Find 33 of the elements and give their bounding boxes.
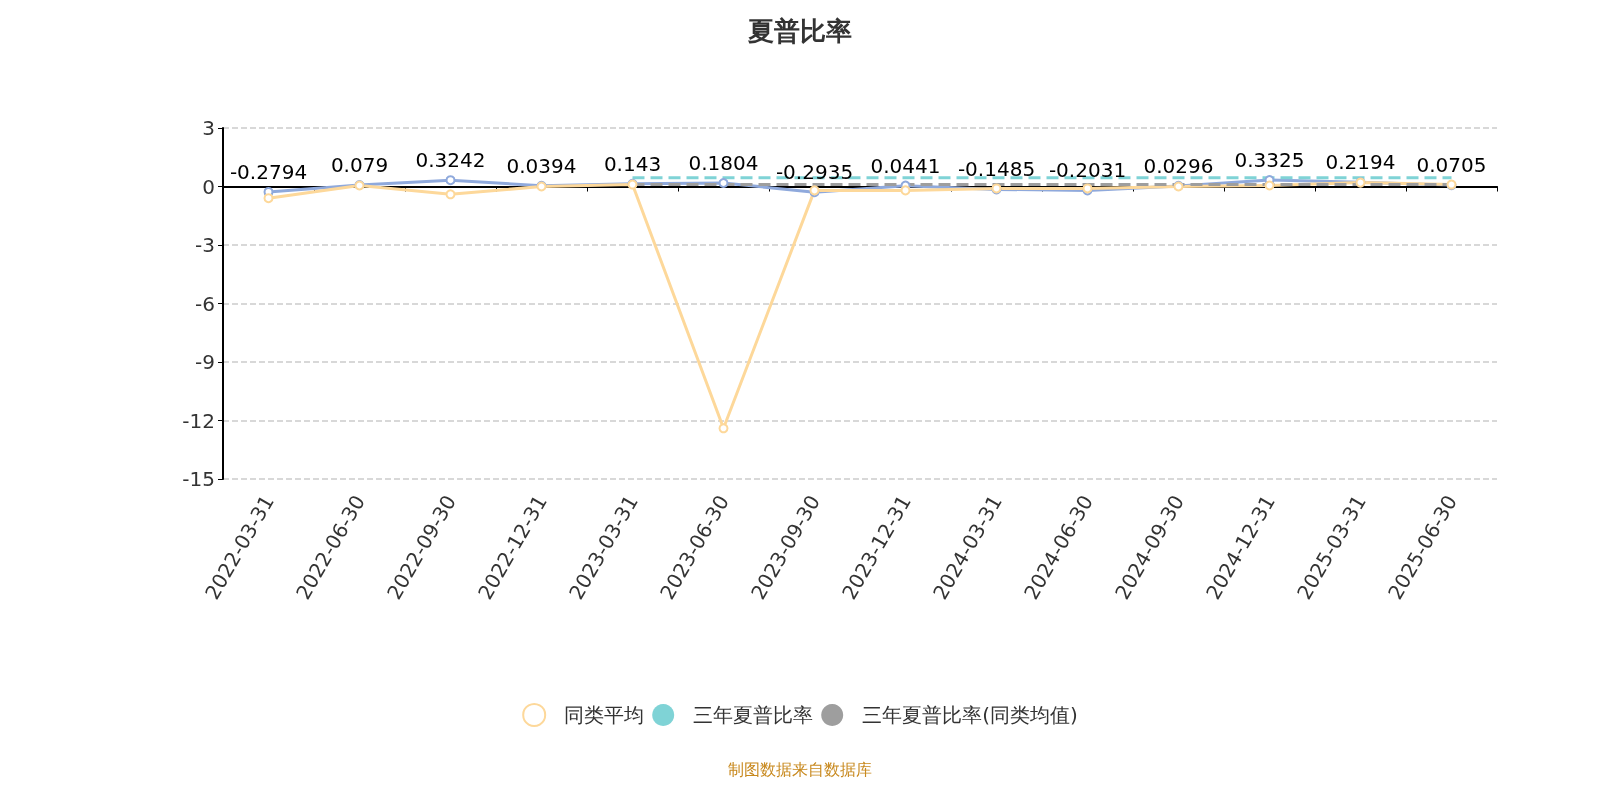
data-label: -0.2794 xyxy=(229,159,308,184)
data-label: 0.1804 xyxy=(688,150,759,175)
data-label: 0.0296 xyxy=(1143,153,1214,178)
data-label: 0.3242 xyxy=(415,148,486,173)
point xyxy=(718,177,729,188)
legend-label: 同类平均 xyxy=(564,703,645,727)
y-tick-label: 3 xyxy=(202,116,215,140)
data-label: 0.0394 xyxy=(506,153,577,178)
point xyxy=(445,189,456,200)
y-tick-label: 0 xyxy=(202,174,215,199)
point xyxy=(900,185,911,196)
y-tick-label: -9 xyxy=(195,350,215,374)
legend-label: 三年夏普比率 xyxy=(693,703,814,727)
data-label: 0.079 xyxy=(330,152,389,177)
y-tick-label: -6 xyxy=(195,291,215,316)
chart-title: 夏普比率 xyxy=(747,16,852,46)
point xyxy=(1264,180,1275,191)
y-tick-label: -15 xyxy=(182,467,215,491)
data-label: 0.2194 xyxy=(1325,150,1396,175)
data-label: 0.0705 xyxy=(1416,153,1487,178)
data-label: -0.2935 xyxy=(775,160,854,185)
data-label: -0.1485 xyxy=(957,157,1036,182)
point xyxy=(263,193,274,204)
legend-label: 三年夏普比率(同类均值) xyxy=(862,703,1078,727)
y-tick-label: -3 xyxy=(195,233,215,257)
y-tick-label: -12 xyxy=(182,408,215,433)
point xyxy=(718,423,729,434)
data-label: 0.3325 xyxy=(1234,148,1305,173)
data-label: 0.143 xyxy=(603,151,662,176)
data-label: 0.0441 xyxy=(870,153,941,178)
text: 制图数据来自数据库 xyxy=(728,759,872,779)
data-label: -0.2031 xyxy=(1048,158,1127,183)
point xyxy=(445,175,456,186)
